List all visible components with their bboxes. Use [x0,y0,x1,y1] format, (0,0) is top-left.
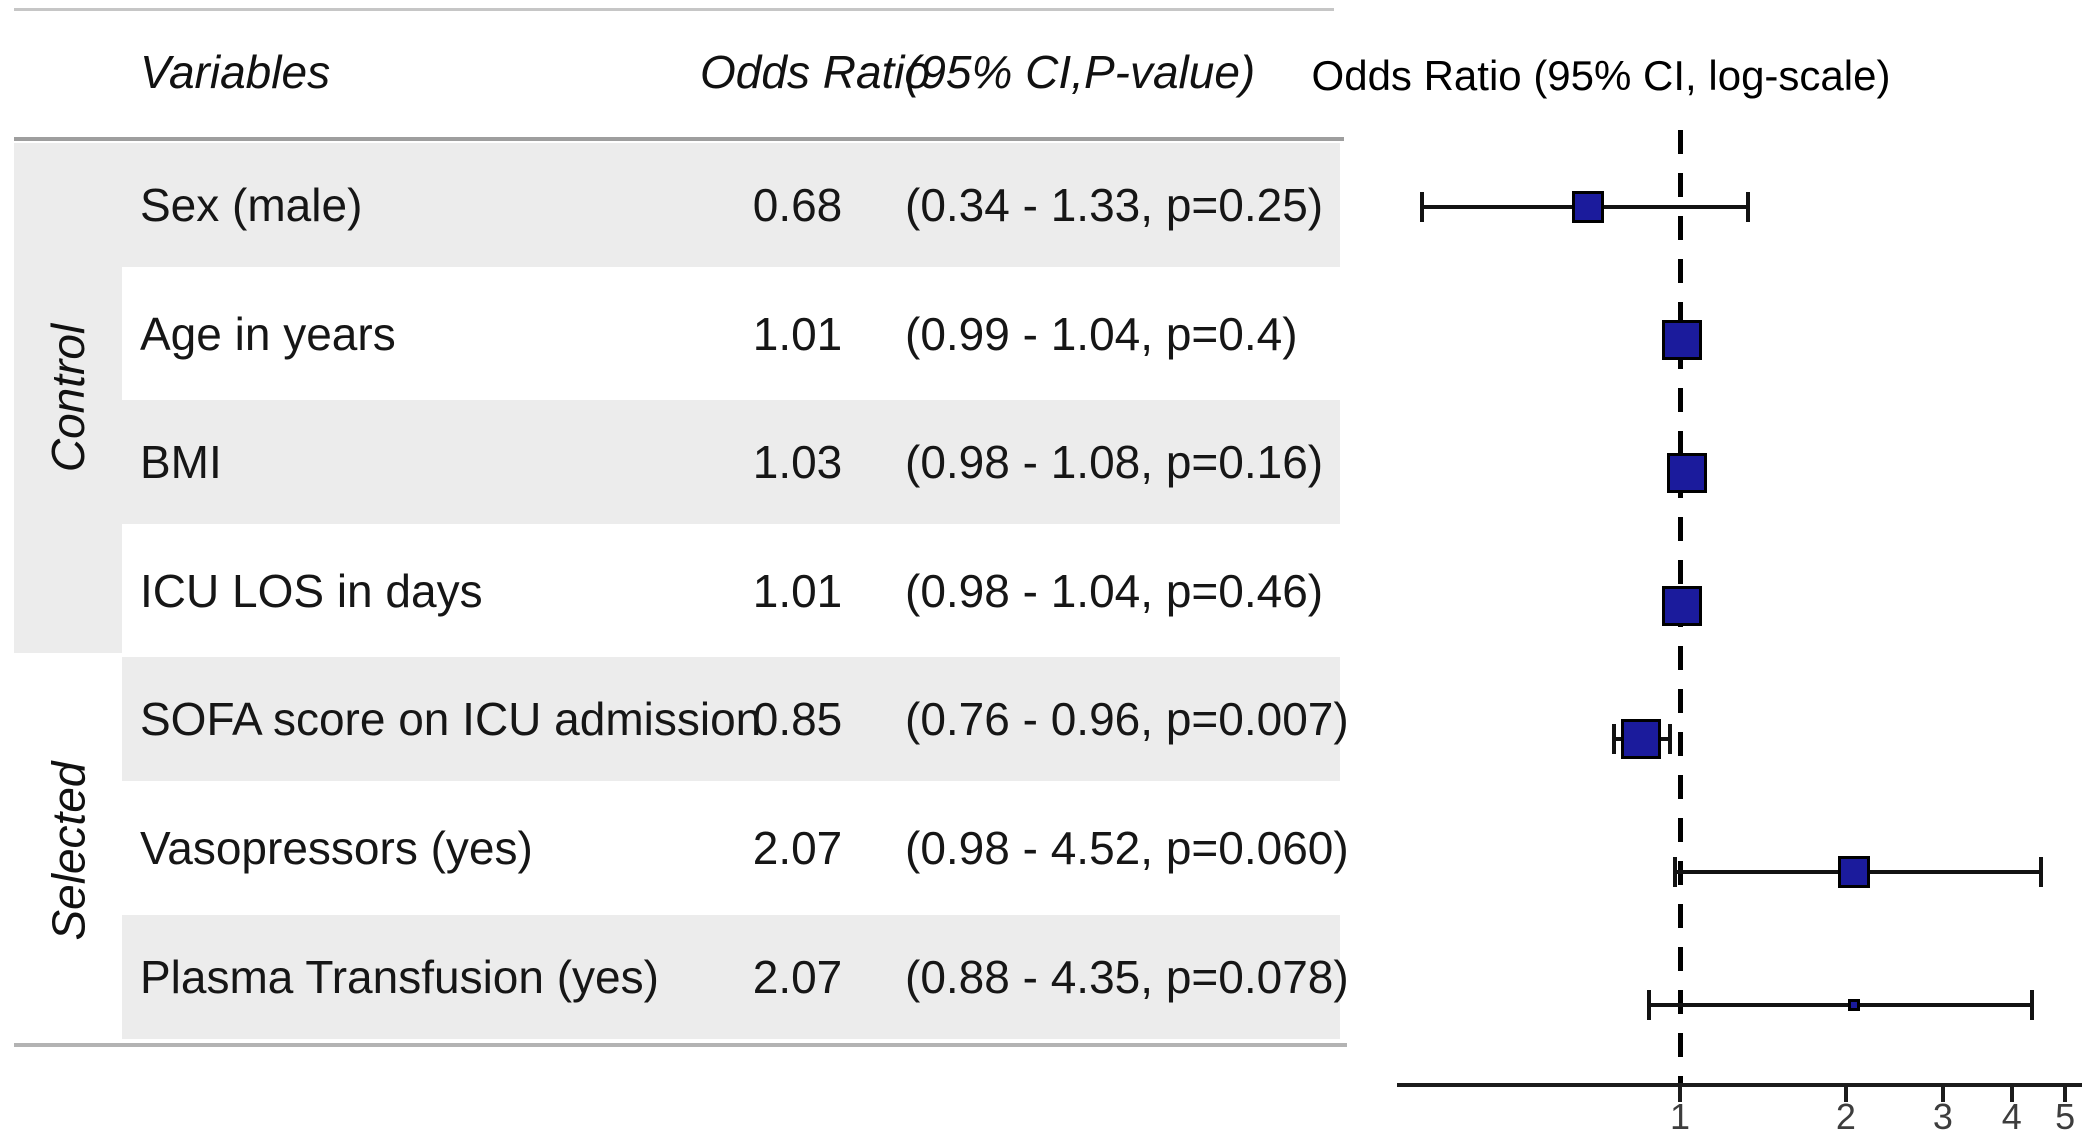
odds-ratio-marker [1662,320,1703,360]
x-axis-tick-label: 4 [2001,1096,2022,1137]
row-odds-ratio-value: 0.68 [752,179,843,231]
odds-ratio-marker [1662,586,1703,626]
group-label-selected: Selected [42,760,95,941]
table-row: BMI 1.03 (0.98 - 1.08, p=0.16) [122,400,1340,525]
ci-cap [1647,990,1652,1020]
ci-cap [1673,857,1678,887]
odds-ratio-marker [1621,719,1662,759]
table-row: Vasopressors (yes) 2.07 (0.98 - 4.52, p=0.… [122,786,1349,910]
x-axis-tick [1940,1087,1945,1102]
row-ci-pvalue-value: (0.76 - 0.96, p=0.007) [905,693,1349,746]
column-header-variables: Variables [140,46,331,98]
row-ci-pvalue-value: (0.88 - 4.35, p=0.078) [905,950,1349,1003]
group-label-control-wrap: Control [14,143,122,653]
row-odds-ratio-value: 2.07 [752,822,843,874]
row-odds-ratio-value: 1.01 [752,307,843,360]
group-column-control: Control [14,143,122,653]
odds-ratio-marker [1838,856,1871,888]
ci-cap [1419,192,1424,222]
table-row: Sex (male) 0.68 (0.34 - 1.33, p=0.25) [122,143,1340,267]
group-label-selected-wrap: Selected [14,658,122,1043]
ci-cap [1746,192,1751,222]
ci-cap [2029,990,2034,1020]
plot-title: Odds Ratio (95% CI, log-scale) [1311,52,1891,99]
x-axis-tick [2009,1087,2014,1102]
ci-cap [1612,724,1617,754]
group-label-control: Control [42,323,95,473]
row-ci-pvalue-value: (0.98 - 4.52, p=0.060) [905,822,1349,874]
row-variable-label: Vasopressors (yes) [140,822,533,874]
row-variable-label: Plasma Transfusion (yes) [140,950,659,1003]
row-variable-label: ICU LOS in days [140,564,483,617]
row-variable-label: Age in years [140,307,396,360]
table-header-rule [14,137,1344,141]
table-row: SOFA score on ICU admission 0.85 (0.76 - 0… [122,657,1349,782]
row-odds-ratio-value: 0.85 [752,693,843,746]
ci-cap [1668,724,1673,754]
x-axis-tick-label: 3 [1932,1096,1953,1137]
x-axis-tick-label: 2 [1835,1096,1856,1137]
row-ci-pvalue-value: (0.98 - 1.04, p=0.46) [905,564,1324,617]
group-column-selected: Selected [14,658,122,1043]
x-axis-line [1397,1083,2082,1087]
table-row: Plasma Transfusion (yes) 2.07 (0.88 - 4.35… [122,914,1349,1039]
row-odds-ratio-value: 1.01 [752,564,843,617]
row-odds-ratio-value: 1.03 [752,436,843,489]
x-axis-tick-label: 5 [2055,1096,2076,1137]
row-ci-pvalue-value: (0.99 - 1.04, p=0.4) [905,307,1298,360]
row-ci-pvalue-value: (0.34 - 1.33, p=0.25) [905,179,1324,231]
odds-ratio-marker [1848,999,1861,1011]
row-ci-pvalue-value: (0.98 - 1.08, p=0.16) [905,436,1324,489]
column-header-ci-pvalue: (95% CI,P-value) [905,46,1256,98]
row-odds-ratio-value: 2.07 [752,950,843,1003]
odds-ratio-marker [1667,453,1708,493]
row-variable-label: BMI [140,436,222,489]
table-top-rule [14,8,1334,11]
column-header-odds-ratio: Odds Ratio [700,46,931,98]
x-axis-tick [1678,1087,1682,1102]
x-axis-tick [2063,1087,2068,1102]
ci-whisker [1649,1003,2032,1007]
table-bottom-rule [14,1043,1347,1047]
table-row: Age in years 1.01 (0.99 - 1.04, p=0.4) [122,272,1340,396]
x-axis-tick-label: 1 [1669,1096,1691,1137]
row-variable-label: Sex (male) [140,179,363,231]
table-row: ICU LOS in days 1.01 (0.98 - 1.04, p=0.46) [122,529,1340,653]
x-axis-tick [1843,1087,1848,1102]
row-variable-label: SOFA score on ICU admission [140,693,762,746]
ci-cap [2038,857,2043,887]
odds-ratio-marker [1571,191,1604,223]
